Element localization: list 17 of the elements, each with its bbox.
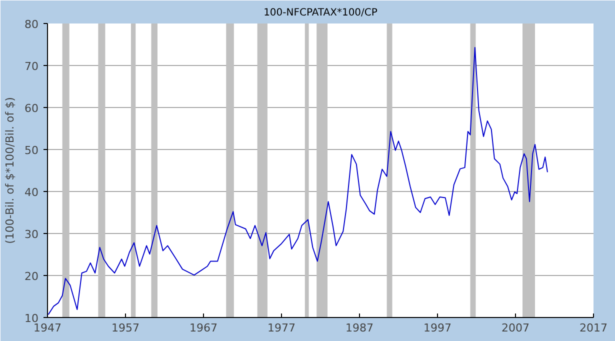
x-tick-label: 1957 — [112, 322, 140, 334]
line-series — [48, 46, 548, 316]
y-tick-label: 30 — [24, 228, 39, 241]
y-tick-label: 80 — [24, 18, 39, 31]
x-tick-label: 2007 — [502, 322, 530, 334]
chart-title: 100-NFCPATAX*100/CP — [264, 8, 378, 18]
x-tick-label: 2017 — [580, 322, 608, 334]
y-tick-label: 50 — [24, 144, 39, 157]
y-axis-title: (100-Bil. of $*100/Bil. of $) — [4, 97, 17, 244]
y-tick-label: 40 — [24, 186, 39, 199]
y-tick-label: 60 — [24, 102, 39, 115]
x-tick-label: 1977 — [268, 322, 296, 334]
x-tick-label: 1987 — [346, 322, 374, 334]
x-tick-label: 1967 — [190, 322, 218, 334]
y-tick-label: 20 — [24, 270, 39, 283]
x-tick-label: 1997 — [424, 322, 452, 334]
y-tick-label: 70 — [24, 60, 39, 73]
